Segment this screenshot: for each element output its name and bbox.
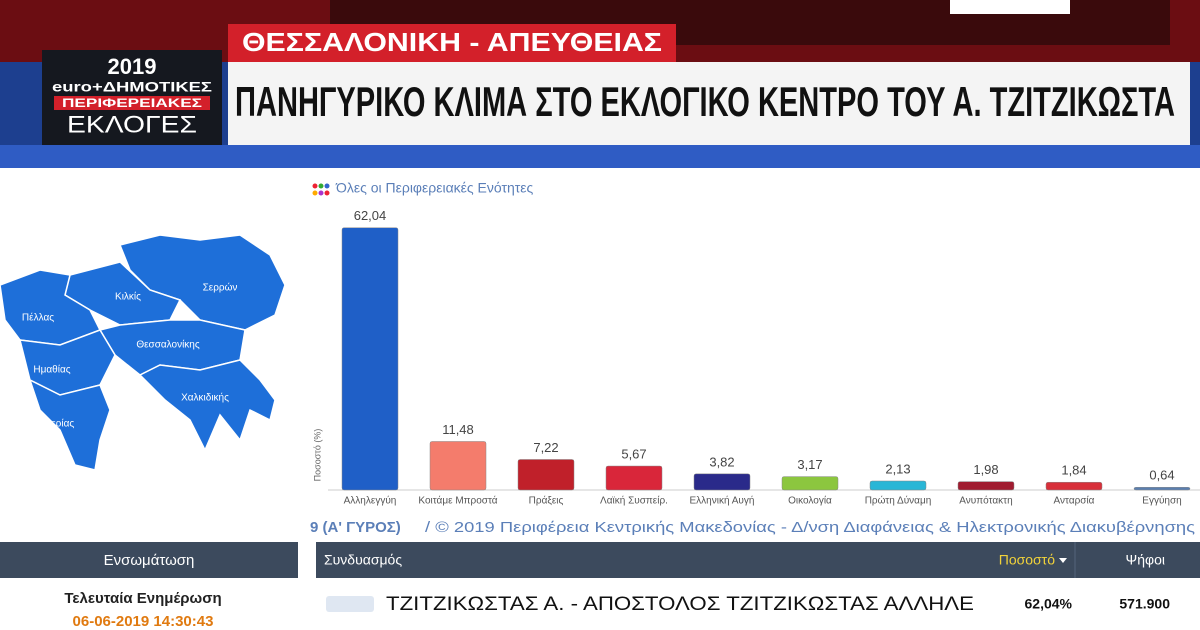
value-label: 0,64 (1149, 468, 1174, 483)
bar (341, 227, 399, 491)
blue-stripe (0, 145, 1200, 168)
footer-round: 9 (Α' ΓΥΡΟΣ) (310, 519, 401, 536)
bar (517, 459, 575, 491)
x-tick-label: Λαϊκή Συσπείρ. (600, 495, 668, 507)
bar (957, 481, 1015, 491)
side-header: Ενσωμάτωση (104, 552, 195, 569)
location: ΘΕΣΣΑΛΟΝΙΚΗ - ΑΠΕΥΘΕΙΑΣ (242, 27, 662, 57)
x-tick-label: Εγγύηση (1142, 495, 1181, 507)
map-label: Ημαθίας (33, 364, 70, 376)
bar (869, 480, 927, 491)
map-label: Σερρών (203, 282, 238, 294)
video-logo (950, 0, 1070, 14)
x-tick-label: Αλληλεγγύη (344, 495, 397, 507)
bar (429, 441, 487, 491)
headline-box (228, 62, 1190, 145)
bar (605, 465, 663, 491)
bar (1045, 481, 1103, 491)
logo-red (54, 96, 210, 110)
table-cell: 571.900 (1119, 596, 1170, 612)
x-tick-label: Ελληνική Αυγή (690, 495, 755, 507)
table-header-bg (316, 542, 1200, 578)
value-label: 11,48 (442, 422, 474, 437)
icon-dot (324, 190, 330, 196)
table-header: Συνδυασμός (324, 552, 402, 568)
value-label: 7,22 (533, 440, 558, 455)
map-label: Πιερίας (42, 418, 75, 430)
logo-line3: ΕΚΛΟΓΕΣ (67, 111, 197, 138)
icon-dot (312, 190, 318, 196)
map-label: Πέλλας (22, 312, 54, 324)
footer-credit: / © 2019 Περιφέρεια Κεντρικής Μακεδονίας… (425, 519, 1195, 536)
headline: ΠΑΝΗΓΥΡΙΚΟ ΚΛΙΜΑ ΣΤΟ ΕΚΛΟΓΙΚΟ ΚΕΝΤΡΟ ΤΟΥ… (235, 78, 1175, 125)
logo-line2: ΠΕΡΙΦΕΡΕΙΑΚΕΣ (62, 96, 202, 110)
side-label: Τελευταία Ενημέρωση (64, 590, 221, 607)
chart-title: Όλες οι Περιφερειακές Ενότητες (335, 180, 534, 196)
side-time: 06-06-2019 14:30:43 (73, 613, 214, 630)
bar (1133, 487, 1191, 491)
map-label: Χαλκιδικής (181, 392, 229, 404)
logo-line1: euro+ΔΗΜΟΤΙΚΕΣ (52, 79, 212, 95)
map (0, 234, 286, 471)
value-label: 1,98 (973, 462, 998, 477)
party-logo (326, 596, 374, 612)
value-label: 62,04 (354, 208, 387, 223)
value-label: 2,13 (885, 461, 910, 476)
icon-dot (312, 183, 318, 189)
x-tick-label: Ανυπότακτη (959, 495, 1012, 507)
map-label: Κιλκίς (115, 291, 141, 303)
table-header: Ψήφοι (1126, 552, 1165, 568)
map-label: Θεσσαλονίκης (136, 339, 200, 351)
value-label: 3,17 (797, 457, 822, 472)
x-tick-label: Ανταρσία (1054, 495, 1095, 507)
value-label: 3,82 (709, 454, 734, 469)
location-box (228, 24, 676, 62)
icon-dot (318, 190, 324, 196)
table-cell: ΤΖΙΤΖΙΚΩΣΤΑΣ Α. - ΑΠΟΣΤΟΛΟΣ ΤΖΙΤΖΙΚΩΣΤΑΣ… (386, 594, 974, 615)
sort-icon[interactable] (1059, 558, 1067, 563)
y-axis-label: Ποσοστό (%) (312, 429, 322, 482)
bar (781, 476, 839, 491)
value-label: 1,84 (1061, 463, 1086, 478)
x-tick-label: Πρώτη Δύναμη (865, 495, 932, 507)
logo-year: 2019 (108, 54, 157, 79)
icon-dot (324, 183, 330, 189)
table-cell: 62,04% (1025, 596, 1073, 612)
table-header: Ποσοστό (999, 552, 1055, 568)
x-tick-label: Πράξεις (529, 495, 564, 507)
region (138, 359, 276, 452)
region (0, 269, 102, 346)
value-label: 5,67 (621, 446, 646, 461)
x-tick-label: Κοιτάμε Μπροστά (418, 495, 497, 507)
bar (693, 473, 751, 491)
x-tick-label: Οικολογία (788, 495, 832, 507)
region (28, 378, 111, 471)
icon-dot (318, 183, 324, 189)
side-header-bg (0, 542, 298, 578)
